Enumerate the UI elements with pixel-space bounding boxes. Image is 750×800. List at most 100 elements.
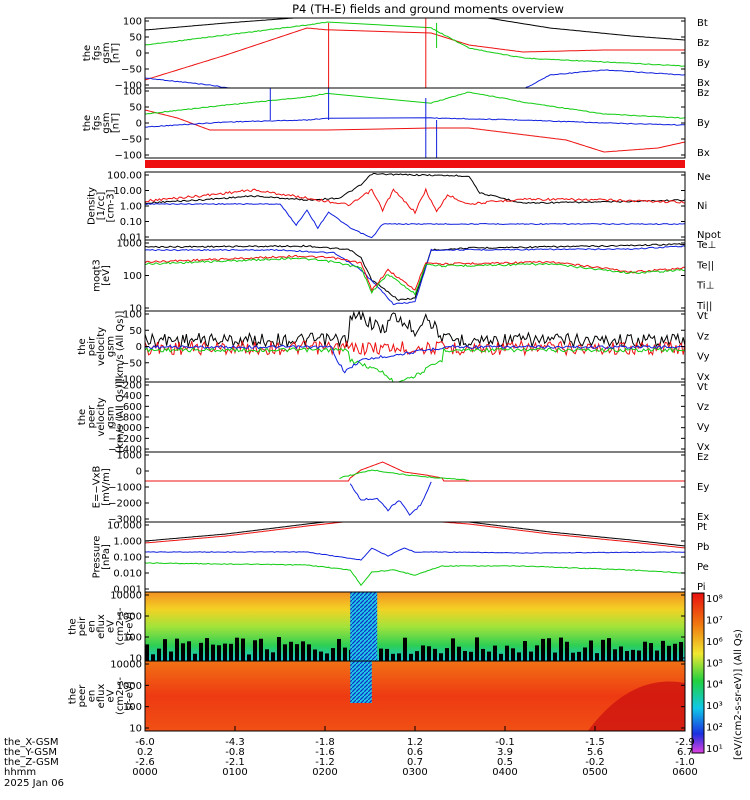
series2-bx-group	[145, 117, 685, 128]
spectrogram-gap	[601, 639, 605, 661]
series2-by-group	[145, 91, 685, 119]
colorbar-tick-label: 10⁷	[706, 615, 723, 626]
ytick-label: 0	[136, 119, 142, 130]
spectrogram-gap	[655, 650, 659, 661]
series-bz	[145, 27, 685, 81]
spectrogram-gap	[427, 646, 431, 661]
legend-te||: Te||	[696, 260, 714, 271]
ylabel-line: Pressure	[91, 536, 102, 579]
xaxis-tick-y: 3.9	[497, 747, 513, 758]
xaxis-tick-y: 5.6	[587, 747, 603, 758]
series2-bx	[145, 117, 685, 128]
xaxis-tick-z: -2.6	[135, 757, 155, 768]
colorbar-tick-label: 10⁸	[706, 594, 723, 605]
series-ne	[145, 187, 685, 215]
ylabel-line: [mV/m]	[101, 468, 112, 506]
spectrogram-gap	[211, 644, 215, 661]
series-vy-group	[145, 346, 685, 382]
ytick-label: −100	[115, 151, 142, 162]
spectrogram-gap	[493, 645, 497, 661]
xaxis-tick-z: -0.2	[585, 757, 605, 768]
legend-bx: Bx	[697, 148, 710, 159]
series-ni-group	[145, 172, 685, 205]
legend-vy: Vy	[697, 352, 710, 363]
xaxis-tick-y: 0.2	[137, 747, 153, 758]
electron-spectrogram	[145, 661, 685, 731]
ylabel-line: eflux	[96, 684, 107, 709]
ytick-label: 50	[129, 103, 142, 114]
ytick-label: 100	[123, 87, 142, 98]
ylabel-line: Density	[87, 187, 98, 225]
xaxis-tick-z: -1.0	[675, 757, 695, 768]
panel-frame-p3	[144, 171, 686, 241]
spectrogram-gap	[199, 642, 203, 661]
spectrogram-gap	[181, 643, 185, 661]
series-ne-group	[145, 187, 685, 215]
legend-bz: Bz	[697, 38, 709, 49]
series-bx-group	[145, 69, 685, 88]
ytick-label: 100	[123, 633, 142, 644]
xaxis-tick-x: -6.0	[135, 737, 155, 748]
series-ez-group	[145, 461, 685, 482]
ytick-label: 1000	[117, 681, 142, 692]
electron-hot-region	[587, 681, 685, 731]
spectrogram-gap	[445, 648, 449, 661]
series-pt-group	[145, 522, 685, 547]
ylabel-line: velocity	[96, 327, 107, 366]
ylabel-line: [km/s (All Qs)]	[115, 311, 126, 383]
ytick-label: 1000	[117, 239, 142, 250]
legend-ni: Ni	[697, 201, 707, 212]
series-pi-group	[145, 547, 685, 561]
ylabel-line: [nT]	[110, 43, 121, 63]
panel-frames	[144, 17, 686, 732]
series-ti-par	[145, 257, 685, 296]
ytick-label: −3000	[108, 515, 142, 526]
series-npot	[145, 202, 685, 239]
series-vt-group	[145, 311, 685, 349]
legend-ne: Ne	[697, 172, 711, 183]
spectrogram-gap	[289, 641, 293, 661]
series-te-perp-group	[145, 245, 685, 306]
ytick-label: 10	[129, 724, 142, 735]
ylabel-line: [nPa]	[101, 544, 112, 570]
ylabel-line: the	[82, 45, 93, 61]
spectrogram-gap	[649, 643, 653, 661]
spectrogram-gap	[241, 638, 245, 661]
spectrogram-gap	[193, 653, 197, 661]
ytick-label: 50	[129, 33, 142, 44]
ylabel-line: peir	[77, 616, 88, 636]
spectrogram-gap	[247, 654, 251, 661]
legend-bz: Bz	[697, 88, 709, 99]
data-layer	[145, 18, 685, 731]
legend-ex: Ex	[697, 512, 709, 523]
spectrogram-gap	[547, 638, 551, 661]
spectrogram-gap	[409, 653, 413, 661]
xaxis-tick-x: 1.2	[407, 737, 423, 748]
series-pe	[145, 562, 685, 587]
ytick-label: 100	[123, 17, 142, 28]
xaxis-row-label: the_X-GSM	[4, 737, 58, 748]
spectrogram-gap	[637, 650, 641, 661]
spectrogram-gap	[295, 644, 299, 661]
colorbar-ticks: 10⁸ 10⁷ 10⁶ 10⁵ 10⁴ 10³ 10² 10¹	[706, 594, 723, 755]
xaxis-tick-y: 0.6	[407, 747, 423, 758]
spectrogram-gap	[631, 649, 635, 661]
spectrogram-gap	[313, 649, 317, 661]
ytick-label: 100.00	[107, 171, 142, 182]
xaxis-row-label: hhmm	[4, 767, 36, 778]
colorbar-tick-label: 10¹	[706, 744, 723, 755]
series-te-par	[145, 243, 685, 301]
spectrogram-gap	[223, 643, 227, 661]
legend-npot: Npot	[697, 230, 721, 241]
series-ey	[339, 469, 470, 481]
spectrogram-gap	[469, 651, 473, 661]
ylabel-line: (cm2-s-	[115, 607, 126, 645]
series-ti-perp	[145, 254, 685, 292]
spectrogram-gap	[253, 640, 257, 661]
spectrogram-gap	[535, 645, 539, 661]
ytick-label: 0.010	[113, 569, 142, 580]
spectrogram-gap	[499, 653, 503, 661]
series2-bz	[145, 109, 685, 153]
legend-vz: Vz	[697, 331, 709, 342]
